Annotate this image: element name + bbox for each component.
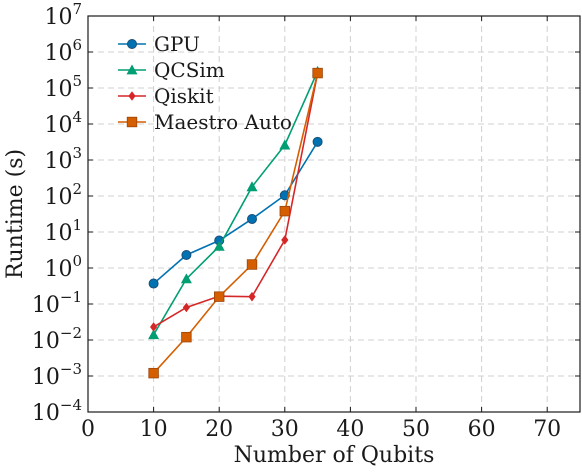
data-point-maestro-auto — [181, 331, 192, 343]
data-point-qcsim — [148, 329, 160, 340]
legend-entry-qcsim: QCSim — [118, 58, 225, 82]
x-tick-label: 20 — [205, 417, 233, 442]
x-tick-label: 50 — [402, 417, 430, 442]
series-maestro-auto — [148, 67, 323, 379]
data-point-qiskit — [150, 322, 158, 332]
data-point-gpu — [312, 136, 323, 147]
y-tick-label-exponent: 6 — [72, 36, 82, 54]
data-point-qiskit — [281, 235, 289, 245]
series-line-qcsim — [152, 71, 319, 336]
y-tick-label: 105 — [44, 72, 82, 102]
data-point-gpu — [247, 213, 257, 224]
data-point-maestro-auto — [279, 205, 291, 217]
data-point-qiskit — [248, 291, 256, 302]
y-tick-label-exponent: 4 — [72, 108, 82, 126]
series-line-qiskit — [153, 72, 319, 328]
axis-ticks: 0 10 20 30 40 50 60 7010−410−310−210−1100101102… — [32, 0, 580, 442]
y-tick-label-exponent: 3 — [72, 144, 82, 162]
y-tick-label-base: 10 — [44, 149, 72, 174]
y-tick-label-exponent: 7 — [72, 0, 82, 18]
y-tick-label-base: 10 — [44, 41, 72, 66]
x-tick-label: 0 — [81, 417, 95, 442]
y-tick-label-exponent: 2 — [72, 180, 82, 198]
data-point-qiskit — [182, 302, 190, 313]
y-tick-label-exponent: 1 — [72, 216, 82, 234]
x-tick-label: 70 — [533, 417, 561, 442]
y-tick-label-base: 10 — [32, 401, 60, 426]
y-tick-label-base: 10 — [44, 113, 72, 138]
series-lines — [148, 65, 324, 379]
data-point-qcsim — [213, 240, 225, 251]
legend-marker-qcsim — [126, 64, 138, 75]
legend-label: Qiskit — [154, 84, 214, 108]
y-tick-label: 106 — [44, 36, 82, 66]
data-point-gpu — [181, 249, 192, 260]
y-tick-label-exponent: 0 — [72, 252, 82, 270]
y-tick-label-base: 10 — [44, 257, 72, 282]
data-point-maestro-auto — [312, 67, 323, 79]
y-tick-label: 10−2 — [32, 324, 82, 354]
y-tick-label-exponent: −3 — [60, 360, 82, 378]
legend-entry-qiskit: Qiskit — [118, 84, 214, 108]
y-tick-label-base: 10 — [32, 365, 60, 390]
y-tick-label-exponent: 5 — [72, 72, 82, 90]
y-tick-label-base: 10 — [32, 329, 60, 354]
y-tick-label-exponent: −1 — [60, 288, 82, 306]
x-tick-label: 30 — [271, 417, 299, 442]
y-tick-label-base: 10 — [44, 5, 72, 30]
x-tick-label: 60 — [468, 417, 496, 442]
data-point-maestro-auto — [246, 259, 258, 270]
data-point-maestro-auto — [213, 291, 225, 302]
x-axis-label: Number of Qubits — [234, 443, 435, 468]
y-tick-label: 10−1 — [32, 288, 82, 318]
y-tick-label: 102 — [44, 180, 82, 210]
y-tick-label-base: 10 — [44, 185, 72, 210]
y-tick-label-exponent: −4 — [60, 396, 82, 414]
data-point-gpu — [148, 278, 159, 289]
y-tick-label: 103 — [44, 144, 82, 174]
y-tick-label: 107 — [44, 0, 82, 30]
y-tick-label: 100 — [44, 252, 82, 282]
legend-entry-gpu: GPU — [118, 32, 200, 56]
grid — [88, 16, 580, 412]
x-tick-label: 10 — [140, 417, 168, 442]
plot-frame — [87, 15, 581, 413]
legend-marker-gpu — [127, 39, 137, 49]
series-line-gpu — [153, 141, 319, 285]
y-axis-label: Runtime (s) — [3, 149, 28, 279]
y-tick-label: 101 — [44, 216, 82, 246]
legend-label: Maestro Auto — [154, 110, 292, 134]
x-tick-label: 40 — [336, 417, 364, 442]
legend-label: QCSim — [154, 58, 225, 82]
legend-label: GPU — [154, 32, 200, 56]
y-tick-label-base: 10 — [32, 293, 60, 318]
y-tick-label: 10−3 — [32, 360, 82, 390]
y-tick-label: 104 — [44, 108, 82, 138]
data-point-maestro-auto — [148, 367, 159, 379]
data-point-qcsim — [246, 181, 258, 192]
data-point-qcsim — [279, 139, 291, 150]
y-tick-label: 10−4 — [32, 396, 82, 426]
y-tick-label-exponent: −2 — [60, 324, 82, 342]
legend-marker-qiskit — [128, 91, 136, 101]
legend-marker-maestro-auto — [126, 116, 138, 128]
series-line-maestro-auto — [153, 72, 319, 374]
data-point-qcsim — [180, 273, 192, 284]
legend-entry-maestro-auto: Maestro Auto — [118, 110, 292, 134]
y-tick-label-base: 10 — [44, 221, 72, 246]
y-tick-label-base: 10 — [44, 77, 72, 102]
